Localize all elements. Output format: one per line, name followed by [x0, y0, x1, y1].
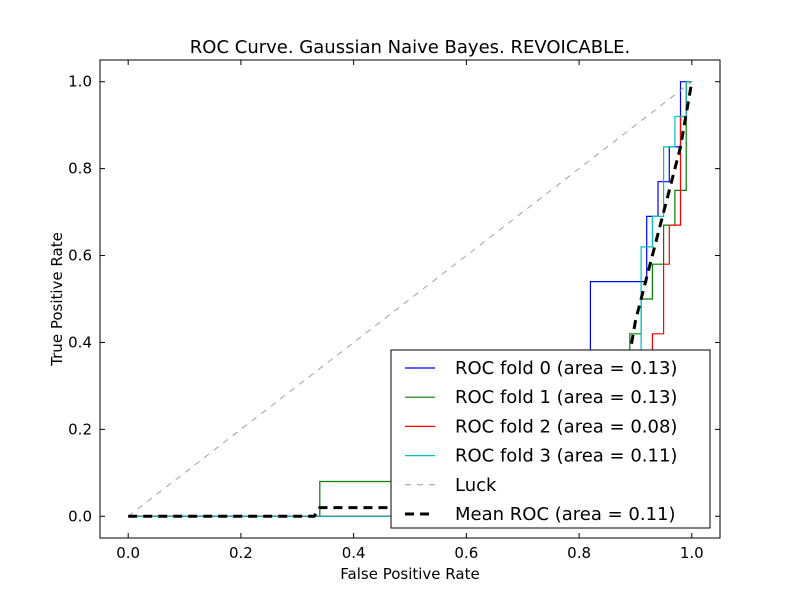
legend-label: ROC fold 2 (area = 0.08)	[455, 416, 677, 437]
x-tick-label: 0.8	[567, 544, 591, 562]
y-tick-label: 0.8	[68, 160, 92, 178]
legend-label: ROC fold 1 (area = 0.13)	[455, 387, 677, 408]
x-tick-label: 0.4	[342, 544, 366, 562]
x-tick-label: 0.0	[116, 544, 140, 562]
y-tick-label: 0.0	[68, 507, 92, 525]
series-line-4	[127, 81, 693, 517]
y-tick-label: 0.6	[68, 247, 92, 265]
x-axis-ticks: 0.0 0.2 0.4 0.6 0.8 1.0	[116, 60, 704, 562]
legend-label: ROC fold 3 (area = 0.11)	[455, 446, 677, 467]
legend-label: ROC fold 0 (area = 0.13)	[455, 358, 677, 379]
y-axis-ticks: 0.0 0.2 0.4 0.6 0.8 1.0	[68, 73, 720, 525]
y-tick-label: 0.4	[68, 333, 92, 351]
x-tick-label: 0.6	[454, 544, 478, 562]
legend-label: Mean ROC (area = 0.11)	[455, 504, 676, 525]
legend-box	[390, 349, 711, 529]
y-axis-label: True Positive Rate	[48, 232, 66, 367]
legend-entries: ROC fold 0 (area = 0.13) ROC fold 1 (area…	[405, 358, 677, 525]
legend-label: Luck	[455, 475, 497, 496]
y-tick-label: 1.0	[68, 73, 92, 91]
x-tick-label: 0.2	[229, 544, 253, 562]
x-axis-label: False Positive Rate	[340, 565, 479, 583]
chart-title: ROC Curve. Gaussian Naive Bayes. REVOICA…	[190, 37, 630, 58]
legend: ROC fold 0 (area = 0.13) ROC fold 1 (area…	[390, 349, 711, 529]
x-tick-label: 1.0	[680, 544, 704, 562]
y-tick-label: 0.2	[68, 420, 92, 438]
